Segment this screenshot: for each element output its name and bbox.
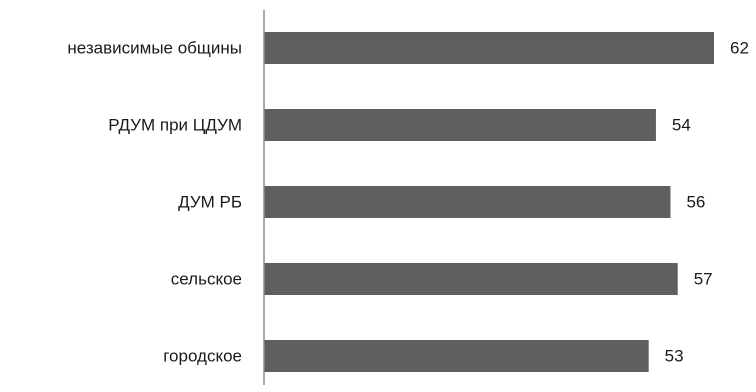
bars-group <box>264 32 714 372</box>
bar-3 <box>264 263 678 295</box>
bar-4 <box>264 340 649 372</box>
category-label-1: РДУМ при ЦДУМ <box>108 116 242 135</box>
value-label-4: 53 <box>665 347 684 366</box>
bar-0 <box>264 32 714 64</box>
category-label-0: независимые общины <box>67 39 242 58</box>
bar-1 <box>264 109 656 141</box>
category-label-4: городское <box>163 347 242 366</box>
bar-2 <box>264 186 671 218</box>
labels-group: независимые общины 62 РДУМ при ЦДУМ 54 ДУМ Р… <box>67 39 749 366</box>
category-label-2: ДУМ РБ <box>178 193 242 212</box>
value-label-3: 57 <box>694 270 713 289</box>
value-label-2: 56 <box>686 193 705 212</box>
value-label-1: 54 <box>672 116 691 135</box>
category-label-3: сельское <box>171 270 242 289</box>
value-label-0: 62 <box>730 39 749 58</box>
